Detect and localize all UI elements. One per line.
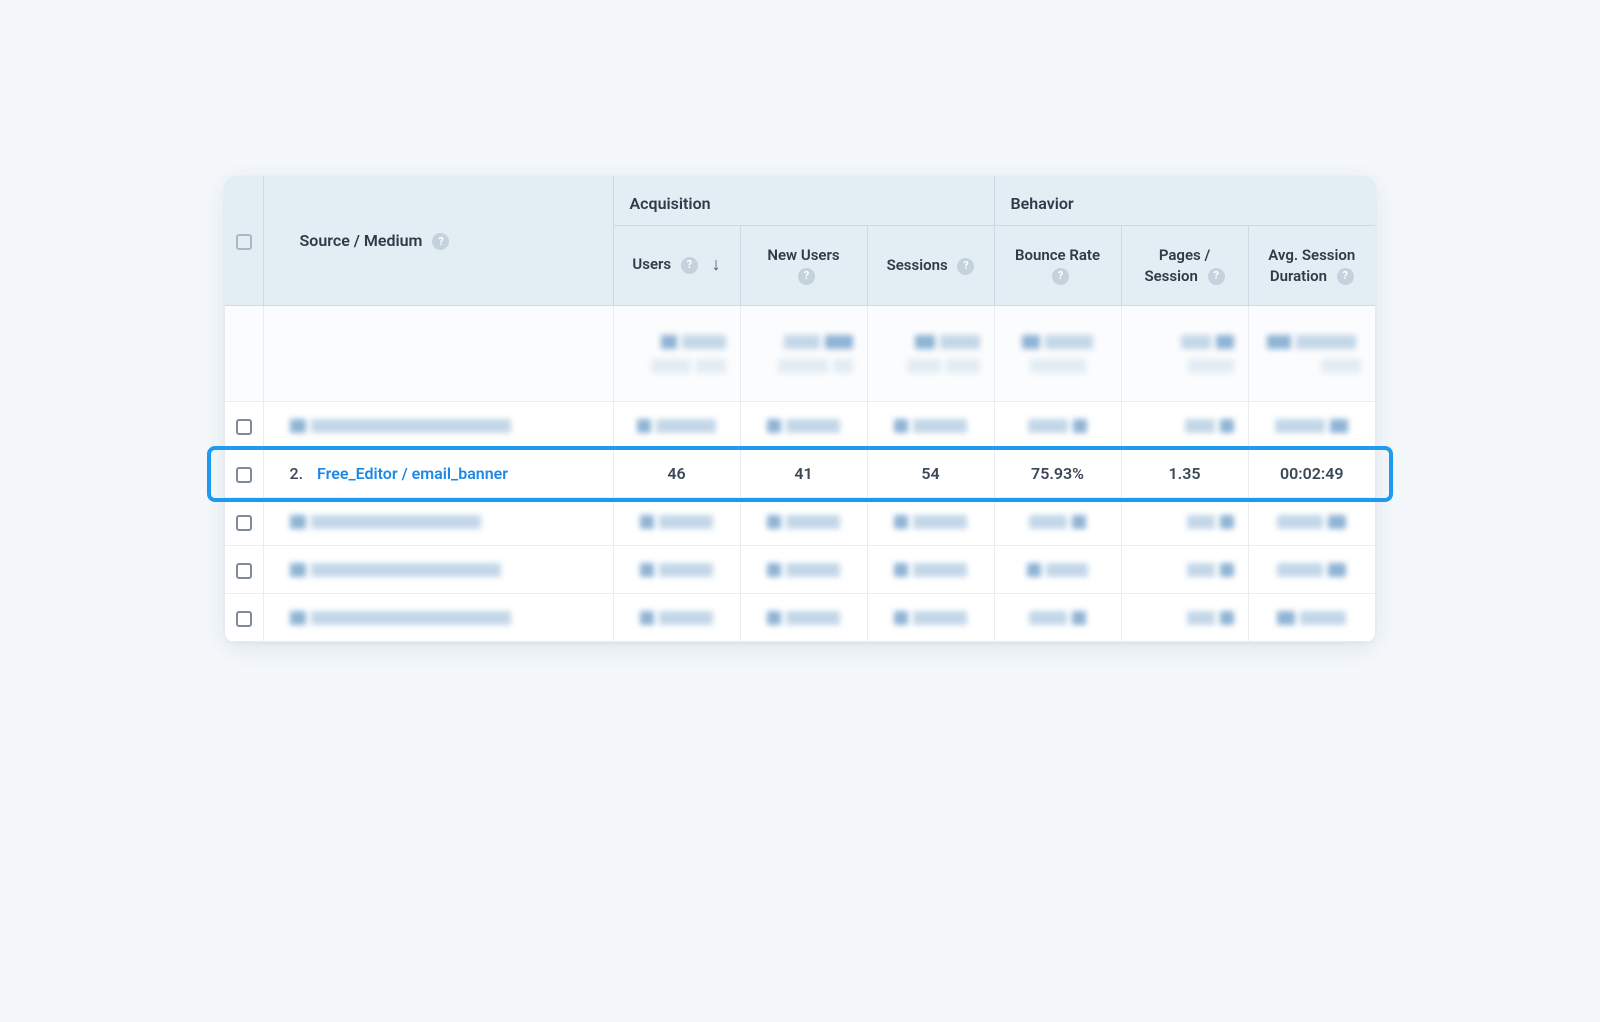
table-summary-row: [225, 306, 1375, 402]
column-header-new-users[interactable]: New Users ?: [740, 226, 867, 306]
cell-pages-session: 1.35: [1121, 450, 1248, 498]
blurred-cell: [613, 546, 740, 594]
blurred-cell: [1248, 594, 1375, 642]
row-checkbox[interactable]: [236, 563, 252, 579]
column-header-pages-session[interactable]: Pages / Session ?: [1121, 226, 1248, 306]
column-header-label: Pages / Session: [1144, 246, 1210, 284]
help-icon[interactable]: ?: [432, 233, 449, 250]
blurred-cell: [1121, 594, 1248, 642]
row-checkbox[interactable]: [236, 467, 252, 483]
blurred-cell: [1121, 546, 1248, 594]
blurred-cell: [613, 498, 740, 546]
column-header-avg-duration[interactable]: Avg. Session Duration ?: [1248, 226, 1375, 306]
blurred-cell: [613, 402, 740, 450]
blurred-cell: [263, 498, 613, 546]
row-checkbox[interactable]: [236, 515, 252, 531]
column-header-bounce-rate[interactable]: Bounce Rate ?: [994, 226, 1121, 306]
blurred-cell: [1248, 306, 1375, 402]
blurred-cell: [740, 498, 867, 546]
blurred-cell: [263, 594, 613, 642]
blurred-cell: [740, 594, 867, 642]
table-row: [225, 546, 1375, 594]
blurred-cell: [1121, 498, 1248, 546]
row-checkbox[interactable]: [236, 419, 252, 435]
blurred-cell: [994, 546, 1121, 594]
table-row: [225, 402, 1375, 450]
blurred-cell: [263, 546, 613, 594]
column-group-behavior: Behavior: [994, 176, 1375, 226]
column-header-users[interactable]: Users ? ↓: [613, 226, 740, 306]
help-icon[interactable]: ?: [1052, 268, 1069, 285]
blurred-cell: [613, 306, 740, 402]
blurred-cell: [867, 306, 994, 402]
select-all-checkbox[interactable]: [236, 234, 252, 250]
blurred-cell: [867, 594, 994, 642]
cell-avg-duration: 00:02:49: [1248, 450, 1375, 498]
cell-users: 46: [613, 450, 740, 498]
column-group-acquisition: Acquisition: [613, 176, 994, 226]
column-header-label: Sessions: [887, 256, 948, 274]
analytics-table-card: Source / Medium ? Acquisition Behavior U…: [225, 176, 1375, 642]
blurred-cell: [1121, 306, 1248, 402]
blurred-cell: [740, 306, 867, 402]
help-icon[interactable]: ?: [681, 257, 698, 274]
column-group-label: Acquisition: [630, 194, 711, 213]
blurred-cell: [867, 402, 994, 450]
blurred-cell: [263, 402, 613, 450]
table-row-highlighted: 2. Free_Editor / email_banner 46 41 54 7…: [225, 450, 1375, 498]
blurred-cell: [867, 546, 994, 594]
cell-sessions: 54: [867, 450, 994, 498]
blurred-cell: [994, 402, 1121, 450]
blurred-cell: [1248, 546, 1375, 594]
column-header-label: Users: [632, 255, 671, 273]
blurred-cell: [994, 498, 1121, 546]
blurred-cell: [740, 546, 867, 594]
source-medium-link[interactable]: Free_Editor / email_banner: [317, 464, 508, 483]
column-header-label: Source / Medium: [300, 231, 423, 250]
blurred-cell: [1121, 402, 1248, 450]
table-row: [225, 498, 1375, 546]
row-index: 2.: [290, 464, 304, 483]
column-header-label: New Users: [767, 246, 839, 264]
column-group-label: Behavior: [1011, 194, 1074, 213]
column-header-sessions[interactable]: Sessions ?: [867, 226, 994, 306]
blurred-cell: [613, 594, 740, 642]
cell-bounce-rate: 75.93%: [994, 450, 1121, 498]
column-header-source-medium[interactable]: Source / Medium ?: [263, 176, 613, 306]
blurred-cell: [994, 594, 1121, 642]
column-header-label: Bounce Rate: [1015, 246, 1100, 264]
cell-new-users: 41: [740, 450, 867, 498]
sort-desc-icon: ↓: [712, 253, 721, 277]
help-icon[interactable]: ?: [957, 258, 974, 275]
analytics-table: Source / Medium ? Acquisition Behavior U…: [225, 176, 1375, 642]
help-icon[interactable]: ?: [1208, 268, 1225, 285]
blurred-cell: [1248, 498, 1375, 546]
blurred-cell: [740, 402, 867, 450]
blurred-cell: [1248, 402, 1375, 450]
blurred-cell: [994, 306, 1121, 402]
blurred-cell: [867, 498, 994, 546]
table-row: [225, 594, 1375, 642]
help-icon[interactable]: ?: [798, 268, 815, 285]
help-icon[interactable]: ?: [1337, 268, 1354, 285]
row-checkbox[interactable]: [236, 611, 252, 627]
